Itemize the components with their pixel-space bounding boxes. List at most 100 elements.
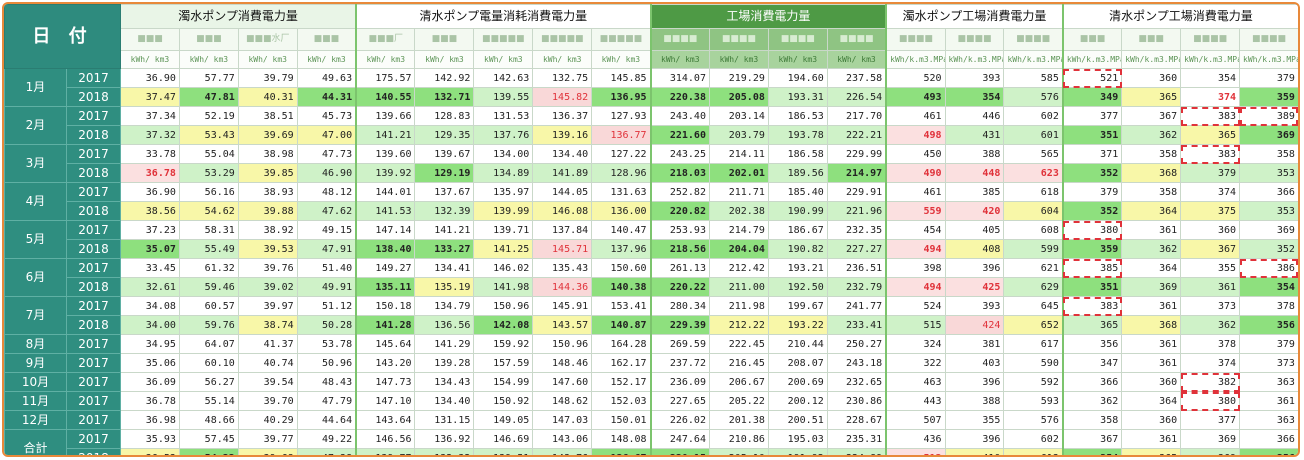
year-cell: 2017 (66, 296, 121, 316)
year-cell: 2018 (66, 448, 121, 455)
unit-header: kWh/ km3 (649, 50, 710, 69)
value-cell: 148.46 (532, 353, 593, 373)
value-cell: 61.32 (178, 258, 239, 278)
year-cell: 2018 (66, 239, 121, 259)
value-cell: 443 (885, 391, 946, 411)
value-cell: 212.22 (708, 315, 769, 335)
value-cell: 383 (1180, 144, 1241, 164)
value-cell: 137.76 (473, 125, 534, 145)
value-cell: 205.10 (708, 448, 769, 455)
value-cell: 355 (944, 410, 1005, 430)
value-cell: 363 (1239, 410, 1298, 430)
site-header: ■■■■ (767, 28, 828, 51)
value-cell: 200.12 (767, 391, 828, 411)
value-cell: 241.77 (826, 296, 887, 316)
value-cell: 645 (1003, 296, 1064, 316)
value-cell: 139.67 (414, 144, 475, 164)
unit-header: kWh/ km3 (414, 50, 475, 69)
group-header: 濁水ポンプ工場消費電力量 (885, 4, 1064, 29)
value-cell: 253.93 (649, 220, 710, 240)
value-cell: 36.90 (120, 68, 180, 88)
value-cell: 145.71 (532, 239, 593, 259)
value-cell: 386 (1239, 258, 1298, 278)
month-cell: 11月 (4, 391, 67, 411)
value-cell: 237.72 (649, 353, 710, 373)
value-cell: 398 (885, 258, 946, 278)
year-cell: 2017 (66, 429, 121, 449)
value-cell: 55.14 (178, 391, 239, 411)
group-header: 清水ポンプ工場消費電力量 (1061, 4, 1298, 29)
value-cell: 148.62 (532, 391, 593, 411)
value-cell: 41.37 (237, 334, 298, 354)
value-cell: 203.14 (708, 106, 769, 126)
value-cell: 127.22 (591, 144, 652, 164)
value-cell: 150.96 (532, 334, 593, 354)
value-cell: 349 (1061, 87, 1123, 107)
value-cell: 149.27 (355, 258, 416, 278)
table-row: 4月 2017 36.90 56.16 38.93 48.12 144.01 137.67 13… (4, 182, 1298, 221)
value-cell: 374 (1180, 182, 1241, 202)
value-cell: 420 (944, 201, 1005, 221)
unit-header: kWh/k.m3.MPa (1003, 50, 1064, 69)
value-cell: 40.31 (237, 87, 298, 107)
site-header: ■■■■ (649, 28, 710, 51)
value-cell: 44.31 (296, 87, 357, 107)
value-cell: 202.38 (708, 201, 769, 221)
value-cell: 211.00 (708, 277, 769, 297)
value-cell: 322 (885, 353, 946, 373)
value-cell: 143.20 (355, 353, 416, 373)
unit-header: kWh/ km3 (237, 50, 298, 69)
value-cell: 490 (885, 163, 946, 183)
value-cell: 143.76 (532, 448, 593, 455)
value-cell: 515 (885, 315, 946, 335)
value-cell: 365 (1121, 448, 1182, 455)
unit-header: kWh/ km3 (767, 50, 828, 69)
month-cell: 9月 (4, 353, 67, 373)
value-cell: 141.53 (355, 201, 416, 221)
value-cell: 55.04 (178, 144, 239, 164)
value-cell: 590 (1003, 353, 1064, 373)
value-cell: 36.78 (120, 391, 180, 411)
value-cell: 352 (1061, 163, 1123, 183)
year-cell: 2018 (66, 163, 121, 183)
value-cell: 446 (944, 106, 1005, 126)
table-row: 7月 2017 34.08 60.57 39.97 51.12 150.18 134.79 15… (4, 296, 1298, 335)
value-cell: 379 (1239, 334, 1298, 354)
value-cell: 53.29 (178, 163, 239, 183)
value-cell: 361 (1121, 429, 1182, 449)
table-row: 12月 2017 36.98 48.66 40.29 44.64 143.64 131.15 1… (4, 410, 1298, 430)
value-cell: 139.66 (355, 106, 416, 126)
value-cell: 356 (1239, 315, 1298, 335)
value-cell: 216.45 (708, 353, 769, 373)
value-cell: 652 (1003, 315, 1064, 335)
value-cell: 214.79 (708, 220, 769, 240)
value-cell: 59.46 (178, 277, 239, 297)
value-cell: 201.38 (708, 410, 769, 430)
value-cell: 157.59 (473, 353, 534, 373)
value-cell: 39.53 (237, 239, 298, 259)
value-cell: 147.60 (532, 372, 593, 392)
table-row: 2018 36.78 53.29 39.85 46.90 139.92 129.19 134.… (5, 163, 1298, 183)
value-cell: 361 (1121, 220, 1182, 240)
value-cell: 247.64 (649, 429, 710, 449)
value-cell: 367 (1180, 239, 1241, 259)
value-cell: 220.22 (649, 277, 710, 297)
year-cell: 2018 (66, 125, 121, 145)
value-cell: 150.01 (591, 410, 652, 430)
value-cell: 48.43 (296, 372, 357, 392)
value-cell: 39.70 (237, 391, 298, 411)
value-cell: 211.71 (708, 182, 769, 202)
value-cell: 47.81 (178, 87, 239, 107)
value-cell: 48.66 (178, 410, 239, 430)
value-cell: 408 (944, 239, 1005, 259)
value-cell: 186.67 (767, 220, 828, 240)
value-cell: 592 (1003, 372, 1064, 392)
value-cell: 34.00 (120, 315, 180, 335)
value-cell: 461 (885, 182, 946, 202)
value-cell: 132.32 (414, 448, 475, 455)
year-cell: 2017 (66, 372, 121, 392)
value-cell: 203.79 (708, 125, 769, 145)
value-cell: 235.31 (826, 429, 887, 449)
value-cell: 608 (1003, 220, 1064, 240)
value-cell: 217.70 (826, 106, 887, 126)
